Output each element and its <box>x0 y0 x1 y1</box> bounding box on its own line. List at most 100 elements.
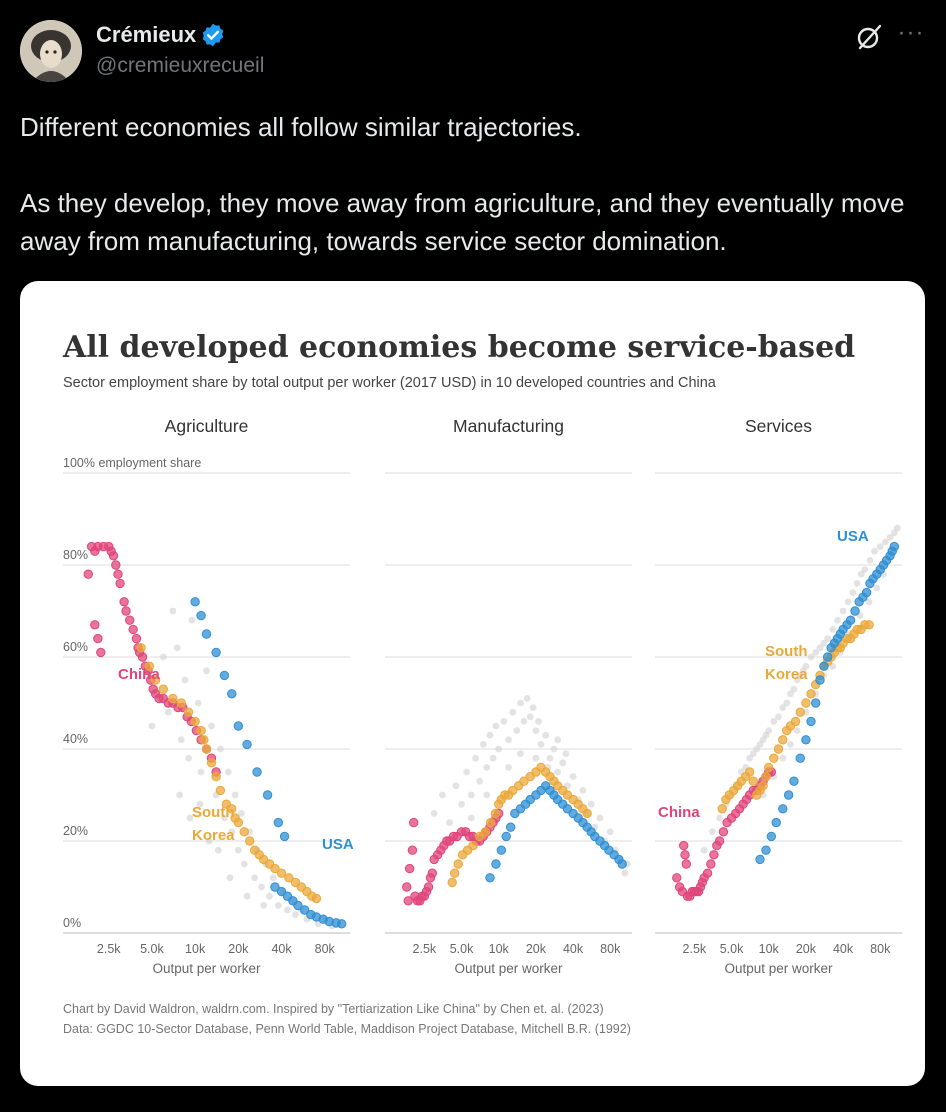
data-point-other <box>793 727 801 734</box>
data-point-other <box>472 754 480 762</box>
author-handle[interactable]: @cremieuxrecueil <box>96 54 265 77</box>
data-point-south-korea <box>761 771 771 782</box>
data-point-south-korea <box>150 675 161 685</box>
data-point-other <box>266 892 273 900</box>
series-label: USA <box>322 836 354 853</box>
tweet-paragraph: Different economies all follow similar t… <box>20 112 582 142</box>
x-tick-label: 5.0k <box>140 942 164 956</box>
data-point-other <box>240 860 248 868</box>
data-point-china <box>121 606 131 616</box>
data-point-other <box>812 649 820 656</box>
data-point-usa <box>485 873 495 883</box>
data-point-south-korea <box>270 863 280 874</box>
data-point-other <box>587 800 595 808</box>
data-point-south-korea <box>748 776 758 786</box>
data-point-usa <box>766 831 777 842</box>
data-point-other <box>783 699 791 707</box>
data-point-south-korea <box>158 684 169 694</box>
data-point-south-korea <box>447 877 457 888</box>
data-point-usa <box>270 882 280 892</box>
data-point-other <box>535 718 542 725</box>
data-point-other <box>866 557 874 564</box>
data-point-south-korea <box>168 693 178 704</box>
data-point-south-korea <box>239 827 249 837</box>
avatar[interactable] <box>20 20 82 82</box>
data-point-other <box>526 713 534 721</box>
x-tick-label: 40k <box>271 942 292 956</box>
data-point-other <box>865 598 873 606</box>
data-point-usa <box>196 610 206 621</box>
data-point-other <box>458 800 465 808</box>
data-point-china <box>407 845 418 855</box>
data-point-other <box>194 699 202 707</box>
data-point-other <box>176 791 184 799</box>
data-point-usa <box>755 854 765 865</box>
x-tick-label: 2.5k <box>97 942 121 956</box>
data-point-usa <box>771 817 781 828</box>
data-point-other <box>849 589 857 596</box>
data-point-china <box>108 551 119 561</box>
chart: All developed economies become service-b… <box>62 330 902 1036</box>
x-tick-label: 20k <box>796 942 817 956</box>
data-point-south-korea <box>769 753 779 763</box>
x-tick-label: 20k <box>228 942 249 956</box>
data-point-usa <box>617 859 627 869</box>
x-tick-label: 5.0k <box>450 942 474 956</box>
data-point-usa <box>819 661 829 671</box>
data-point-other <box>546 754 554 762</box>
tweet-paragraph: As they develop, they move away from agr… <box>20 188 905 256</box>
data-point-usa <box>889 541 900 552</box>
more-icon[interactable]: ··· <box>897 19 925 46</box>
x-tick-label: 80k <box>315 942 336 956</box>
data-point-other <box>495 745 503 753</box>
data-point-other <box>164 708 172 716</box>
x-axis-label: Output per worker <box>724 961 833 976</box>
grok-icon[interactable] <box>854 22 884 52</box>
y-tick-label: 0% <box>63 916 81 930</box>
data-point-south-korea <box>468 840 478 851</box>
data-point-other <box>844 598 852 606</box>
data-point-other <box>861 566 869 573</box>
data-point-other <box>221 814 228 822</box>
data-point-other <box>467 791 475 799</box>
data-point-usa <box>242 739 252 750</box>
x-axis-label: Output per worker <box>152 961 261 976</box>
data-point-china <box>709 850 719 860</box>
data-point-other <box>779 754 787 762</box>
chart-card[interactable]: All developed economies become service-b… <box>20 281 925 1086</box>
data-point-south-korea <box>582 808 592 819</box>
data-point-other <box>532 754 540 762</box>
data-point-other <box>853 580 861 587</box>
x-tick-label: 80k <box>870 942 891 956</box>
verified-badge-icon <box>202 23 224 47</box>
data-point-other <box>258 883 265 891</box>
data-point-other <box>876 543 884 550</box>
data-point-china <box>93 633 103 644</box>
data-point-china <box>404 863 415 874</box>
data-point-usa <box>822 652 833 662</box>
data-point-south-korea <box>196 725 206 736</box>
data-point-other <box>554 768 562 776</box>
series-label: USA <box>837 528 869 545</box>
chart-title: All developed economies become service-b… <box>62 330 855 365</box>
data-point-south-korea <box>449 868 460 878</box>
x-tick-label: 40k <box>563 942 584 956</box>
data-point-china <box>96 647 106 658</box>
data-point-south-korea <box>453 859 463 869</box>
author-name[interactable]: Crémieux <box>96 22 197 47</box>
data-point-other <box>231 791 239 799</box>
data-point-usa <box>801 735 811 745</box>
data-point-south-korea <box>244 836 255 846</box>
data-point-other <box>532 727 540 734</box>
data-point-china <box>128 624 138 635</box>
data-point-south-korea <box>233 817 244 828</box>
data-point-south-korea <box>206 758 217 768</box>
data-point-south-korea <box>136 643 146 653</box>
y-top-label: 100% employment share <box>63 456 201 470</box>
data-point-south-korea <box>201 744 212 754</box>
series-label: China <box>658 804 700 821</box>
series-label: South <box>192 804 235 821</box>
data-point-other <box>893 524 901 532</box>
data-point-china <box>409 817 419 828</box>
data-point-other <box>251 874 259 882</box>
